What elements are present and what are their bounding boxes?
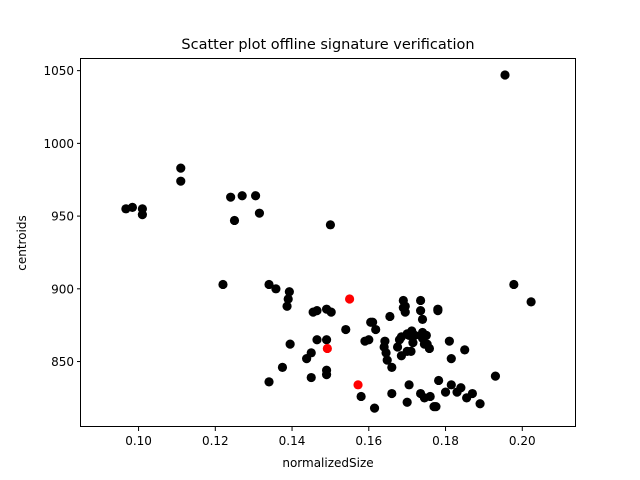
data-point: [406, 346, 416, 356]
y-tick-label: 1050: [43, 64, 74, 78]
data-point: [284, 287, 294, 297]
data-point: [425, 391, 435, 402]
data-point: [421, 330, 431, 340]
data-point: [387, 388, 397, 399]
data-point: [526, 297, 536, 307]
x-tick-label: 0.12: [202, 434, 229, 448]
data-point: [446, 354, 456, 364]
chart-title: Scatter plot offline signature verificat…: [181, 37, 474, 53]
y-tick-label: 950: [51, 210, 74, 224]
data-point: [254, 208, 265, 218]
data-point: [382, 355, 392, 365]
data-point: [326, 307, 336, 317]
data-points: [121, 70, 536, 413]
data-point: [431, 402, 441, 412]
plot-area-frame: [80, 58, 576, 427]
data-point: [137, 210, 147, 220]
data-point: [381, 348, 391, 358]
data-point: [302, 354, 312, 364]
data-point: [306, 372, 316, 383]
data-point: [321, 335, 332, 345]
data-point: [440, 387, 451, 397]
data-point: [312, 306, 322, 316]
data-point: [404, 380, 414, 390]
data-point: [400, 301, 410, 311]
data-point: [237, 191, 247, 201]
data-point: [467, 388, 477, 399]
data-point: [321, 370, 332, 380]
data-point: [250, 191, 261, 201]
data-point: [434, 375, 444, 386]
data-point: [385, 311, 395, 322]
data-point: [226, 192, 236, 202]
data-point: [446, 380, 456, 390]
x-tick-label: 0.18: [432, 434, 459, 448]
x-axis-ticks: 0.10 0.12 0.14 0.16 0.18 0.20: [125, 427, 536, 448]
data-point: [283, 294, 293, 304]
data-point: [312, 335, 322, 345]
y-tick-label: 1000: [43, 137, 74, 151]
data-point: [218, 279, 228, 290]
data-point: [282, 301, 292, 311]
data-point: [410, 330, 420, 340]
data-point: [176, 163, 186, 173]
data-point: [460, 345, 470, 355]
data-point: [285, 339, 295, 349]
x-tick-label: 0.14: [279, 434, 306, 448]
data-point: [408, 338, 418, 348]
y-axis-label: centroids: [15, 215, 29, 271]
data-point: [415, 306, 426, 316]
data-point: [371, 324, 381, 335]
data-point: [271, 284, 281, 294]
data-point: [264, 279, 274, 290]
data-point: [387, 362, 397, 372]
data-point: [364, 335, 374, 345]
data-point: [417, 314, 428, 324]
data-point: [341, 324, 351, 335]
highlighted-data-point: [353, 380, 363, 390]
x-tick-label: 0.10: [125, 434, 152, 448]
y-axis-ticks: 850 900 950 1000 1050: [43, 64, 81, 369]
data-point: [325, 220, 336, 230]
data-point: [127, 202, 138, 212]
data-point: [424, 343, 435, 354]
x-tick-label: 0.20: [509, 434, 536, 448]
data-point: [490, 371, 501, 381]
data-point: [264, 377, 274, 387]
highlighted-data-point: [345, 294, 355, 304]
data-point: [444, 336, 454, 346]
data-point: [356, 391, 366, 402]
data-point: [509, 279, 519, 290]
data-point: [415, 295, 426, 306]
y-tick-label: 850: [51, 355, 74, 369]
x-tick-label: 0.16: [355, 434, 382, 448]
data-point: [277, 362, 288, 372]
data-point: [500, 70, 510, 80]
x-axis-label: normalizedSize: [282, 456, 373, 470]
y-tick-label: 900: [51, 282, 74, 296]
highlighted-data-point: [322, 343, 332, 354]
data-point: [176, 176, 186, 186]
data-point: [368, 317, 378, 327]
data-point: [380, 336, 390, 346]
data-point: [475, 399, 485, 409]
data-point: [229, 215, 240, 226]
data-point: [369, 403, 380, 413]
data-point: [392, 342, 403, 352]
data-point: [402, 397, 412, 407]
data-point: [433, 304, 443, 314]
data-point: [456, 383, 466, 393]
